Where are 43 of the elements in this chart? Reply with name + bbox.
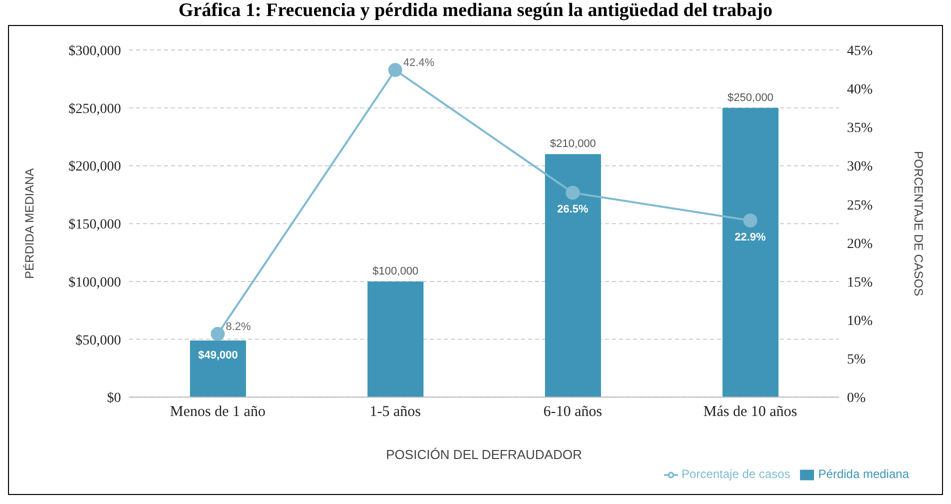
- data-label: $49,000: [198, 349, 238, 362]
- x-tick-label: Menos de 1 año: [170, 404, 266, 420]
- data-label: $100,000: [372, 265, 418, 278]
- y-tick-label: $100,000: [68, 275, 121, 290]
- y2-tick-label: 45%: [847, 44, 873, 59]
- y2-tick-label: 40%: [847, 82, 873, 98]
- y-tick-label: $50,000: [76, 333, 121, 348]
- point: [388, 63, 402, 78]
- y-tick-label: $250,000: [68, 102, 121, 117]
- x-tick-label: 1-5 años: [370, 404, 422, 420]
- point: [210, 326, 225, 341]
- legend-label: Pérdida mediana: [818, 467, 909, 482]
- x-axis-title: POSICIÓN DEL DEFRAUDADOR: [386, 447, 582, 462]
- bar: [190, 340, 246, 398]
- y2-tick-label: 0%: [847, 391, 866, 406]
- legend-label: Porcentaje de casos: [682, 467, 790, 482]
- y-tick-label: $0: [107, 391, 121, 406]
- point: [566, 186, 580, 200]
- y2-tick-label: 30%: [847, 160, 873, 175]
- data-label: 22.9%: [734, 232, 766, 244]
- data-label: $210,000: [550, 138, 596, 150]
- y2-tick-label: 35%: [847, 121, 873, 136]
- bar: [545, 154, 601, 398]
- bar: [368, 281, 424, 398]
- y-tick-label: $150,000: [68, 218, 121, 233]
- data-label: 42.4%: [403, 57, 435, 70]
- data-label: 8.2%: [226, 320, 252, 333]
- bar: [722, 108, 778, 398]
- chart-title: Gráfica 1: Frecuencia y pérdida mediana según la antigüedad del trabajo: [8, 0, 943, 25]
- y-axis-title: PÉRDIDA MEDIANA: [22, 168, 36, 279]
- y2-axis-title: PORCENTAJE DE CASOS: [912, 151, 926, 296]
- data-label: $250,000: [728, 92, 774, 104]
- y2-tick-label: 25%: [847, 198, 873, 214]
- y-tick-label: $200,000: [68, 160, 121, 175]
- y2-tick-label: 10%: [847, 314, 873, 329]
- point: [743, 214, 758, 228]
- x-tick-label: 6-10 años: [543, 404, 602, 420]
- y-tick-label: $300,000: [68, 44, 121, 59]
- x-tick-label: Más de 10 años: [703, 404, 798, 420]
- data-label: 26.5%: [557, 204, 589, 216]
- y2-tick-label: 5%: [847, 352, 866, 368]
- y2-tick-label: 15%: [847, 275, 873, 290]
- y2-tick-label: 20%: [847, 236, 873, 252]
